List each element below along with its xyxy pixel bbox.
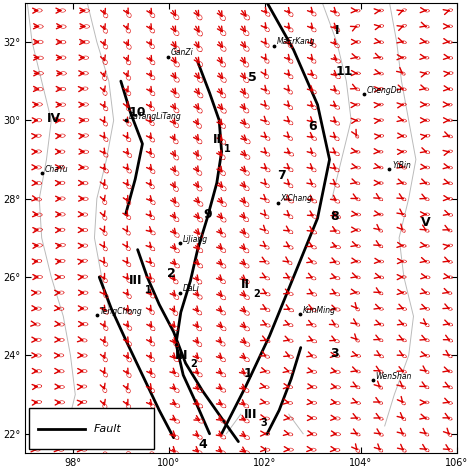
Text: WenShan: WenShan <box>375 372 412 381</box>
Text: 4: 4 <box>198 438 207 451</box>
Text: 3: 3 <box>330 347 339 360</box>
Text: IV: IV <box>47 112 61 125</box>
Text: 2: 2 <box>253 289 260 299</box>
Text: 11: 11 <box>335 65 353 78</box>
Text: 2: 2 <box>167 267 176 280</box>
Text: III: III <box>174 349 188 362</box>
Text: ChaYu: ChaYu <box>44 165 68 174</box>
Text: V: V <box>421 216 430 229</box>
Text: 7: 7 <box>277 169 286 182</box>
Text: 1: 1 <box>224 144 231 154</box>
Text: 1: 1 <box>244 366 252 380</box>
Text: XiChang: XiChang <box>281 194 312 203</box>
Text: III: III <box>129 275 142 287</box>
Text: 8: 8 <box>330 210 339 223</box>
Text: 9: 9 <box>203 208 211 221</box>
Text: MaErKang: MaErKang <box>277 38 316 47</box>
Text: 5: 5 <box>248 71 257 84</box>
Text: II: II <box>241 278 251 292</box>
Text: KunMing: KunMing <box>302 306 335 315</box>
Text: 6: 6 <box>309 120 317 133</box>
Text: YiBin: YiBin <box>392 161 411 170</box>
Text: III: III <box>244 408 258 421</box>
Text: GanZi: GanZi <box>171 49 194 57</box>
Text: ChengDu: ChengDu <box>367 86 402 95</box>
Text: BaTangLiTang: BaTangLiTang <box>129 112 181 121</box>
Text: Fault: Fault <box>94 423 122 434</box>
Text: TengChong: TengChong <box>100 307 142 316</box>
Text: LiJiang: LiJiang <box>183 235 208 244</box>
Text: 3: 3 <box>260 418 267 428</box>
Text: DaLi: DaLi <box>183 284 200 293</box>
Text: II: II <box>212 133 221 146</box>
Text: 2: 2 <box>190 359 197 369</box>
Text: 10: 10 <box>129 106 146 119</box>
Text: I: I <box>334 24 339 37</box>
Text: 1: 1 <box>145 285 152 295</box>
FancyBboxPatch shape <box>29 408 154 449</box>
